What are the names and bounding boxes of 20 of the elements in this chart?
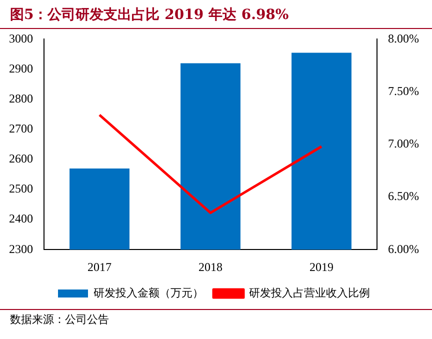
x-tick-label: 2019 [310, 260, 334, 274]
y-tick-label: 2500 [9, 182, 33, 196]
y-tick-label: 2900 [9, 61, 33, 76]
y-tick-label: 2600 [9, 152, 33, 166]
y-tick-label: 2700 [9, 122, 33, 136]
chart-title: 图5：公司研发支出占比 2019 年达 6.98% [0, 0, 432, 29]
y2-tick-label: 7.00% [388, 136, 420, 151]
y-tick-label: 2400 [9, 212, 33, 226]
x-tick-label: 2018 [198, 260, 222, 274]
y2-tick-label: 8.00% [388, 31, 420, 46]
source-note: 数据来源：公司公告 [0, 309, 432, 329]
y-tick-label: 2300 [9, 242, 33, 256]
y-tick-label: 2800 [9, 91, 33, 106]
y2-tick-label: 6.50% [388, 189, 420, 204]
legend-label: 研发投入占营业收入比例 [249, 286, 370, 300]
legend-label: 研发投入金额（万元） [94, 286, 204, 300]
y2-tick-label: 6.00% [388, 242, 420, 256]
y2-tick-label: 7.50% [388, 84, 420, 98]
y-tick-label: 3000 [9, 31, 33, 46]
x-tick-label: 2017 [88, 260, 112, 274]
